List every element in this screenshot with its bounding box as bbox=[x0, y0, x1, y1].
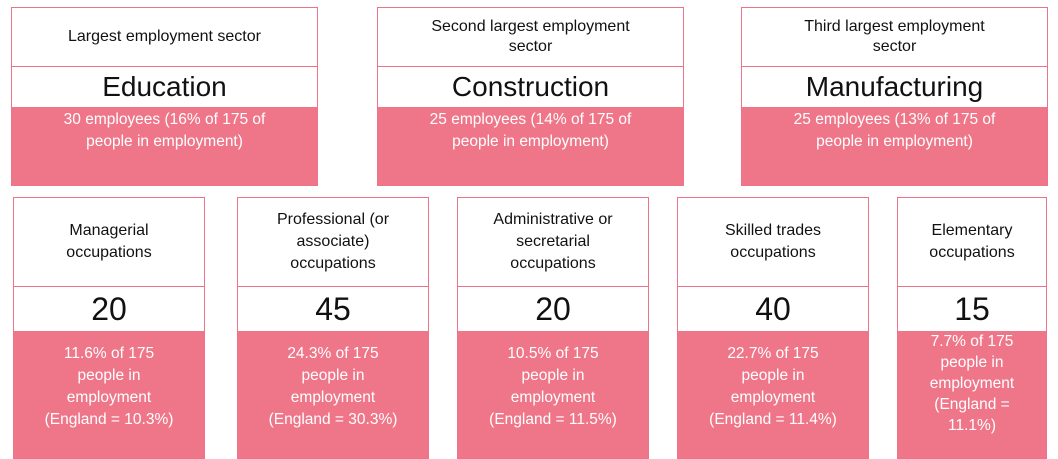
occupation-detail: 7.7% of 175 people in employment (England =… bbox=[898, 331, 1046, 458]
detail-line: people in bbox=[301, 367, 365, 384]
detail-line: (England = 11.5%) bbox=[489, 411, 617, 428]
detail-line: employment bbox=[66, 389, 152, 406]
label-line: sector bbox=[872, 38, 917, 55]
sector-name: Education bbox=[12, 66, 317, 107]
label-line: sector bbox=[508, 38, 553, 55]
label-line: occupations bbox=[290, 255, 376, 272]
sector-name: Manufacturing bbox=[742, 66, 1047, 107]
detail-line: 7.7% of 175 bbox=[930, 333, 1014, 350]
detail-line: people in employment) bbox=[452, 133, 609, 150]
occupation-card: Administrative or secretarial occupations 2… bbox=[457, 197, 649, 459]
occupation-label: Professional (or associate) occupations bbox=[238, 198, 428, 286]
occupation-count: 20 bbox=[458, 286, 648, 331]
occupation-label: Managerial occupations bbox=[14, 198, 204, 286]
sector-detail: 25 employees (13% of 175 of people in emp… bbox=[742, 107, 1047, 185]
label-line: Professional (or bbox=[276, 211, 390, 228]
occupation-card: Skilled trades occupations 40 22.7% of 175 p… bbox=[677, 197, 869, 459]
detail-line: people in bbox=[77, 367, 141, 384]
label-line: occupations bbox=[730, 244, 816, 261]
occupation-detail: 22.7% of 175 people in employment (England … bbox=[678, 331, 868, 458]
occupation-count: 20 bbox=[14, 286, 204, 331]
detail-line: 30 employees (16% of 175 of bbox=[63, 111, 266, 128]
sector-detail: 25 employees (14% of 175 of people in emp… bbox=[378, 107, 683, 185]
label-line: secretarial bbox=[516, 233, 590, 250]
sector-name: Construction bbox=[378, 66, 683, 107]
sector-label: Largest employment sector bbox=[12, 8, 317, 66]
label-line: Elementary bbox=[931, 222, 1013, 239]
detail-line: (England = 10.3%) bbox=[44, 411, 174, 428]
sector-detail: 30 employees (16% of 175 of people in emp… bbox=[12, 107, 317, 185]
label-line: Skilled trades bbox=[724, 222, 822, 239]
occupation-count: 40 bbox=[678, 286, 868, 331]
detail-line: people in employment) bbox=[86, 133, 243, 150]
detail-line: 22.7% of 175 bbox=[727, 345, 819, 362]
detail-line: 25 employees (14% of 175 of bbox=[429, 111, 632, 128]
detail-line: people in employment) bbox=[816, 133, 973, 150]
detail-line: 24.3% of 175 bbox=[287, 345, 379, 362]
sector-label: Second largest employment sector bbox=[378, 8, 683, 66]
occupation-count: 45 bbox=[238, 286, 428, 331]
label-line: Administrative or bbox=[493, 211, 613, 228]
detail-line: (England = bbox=[934, 396, 1010, 413]
detail-line: 25 employees (13% of 175 of bbox=[793, 111, 996, 128]
detail-line: people in bbox=[940, 354, 1004, 371]
detail-line: people in bbox=[741, 367, 805, 384]
occupation-detail: 24.3% of 175 people in employment (England … bbox=[238, 331, 428, 458]
occupation-detail: 11.6% of 175 people in employment (England … bbox=[14, 331, 204, 458]
detail-line: employment bbox=[290, 389, 376, 406]
label-line: Managerial bbox=[69, 222, 149, 239]
occupation-label: Skilled trades occupations bbox=[678, 198, 868, 286]
detail-line: 11.6% of 175 bbox=[63, 345, 155, 362]
label-line: Third largest employment bbox=[804, 18, 985, 35]
detail-line: employment bbox=[510, 389, 596, 406]
detail-line: 11.1%) bbox=[948, 417, 996, 434]
label-line: occupations bbox=[929, 244, 1015, 261]
detail-line: employment bbox=[929, 375, 1015, 392]
detail-line: employment bbox=[730, 389, 816, 406]
occupation-label: Elementary occupations bbox=[898, 198, 1046, 286]
detail-line: people in bbox=[521, 367, 585, 384]
detail-line: (England = 11.4%) bbox=[709, 411, 837, 428]
sector-card: Second largest employment sector Construct… bbox=[377, 7, 684, 186]
occupation-card: Elementary occupations 15 7.7% of 175 people… bbox=[897, 197, 1047, 459]
label-line: occupations bbox=[510, 255, 596, 272]
detail-line: 10.5% of 175 bbox=[507, 345, 599, 362]
occupation-label: Administrative or secretarial occupations bbox=[458, 198, 648, 286]
detail-line: (England = 30.3%) bbox=[268, 411, 398, 428]
label-line: associate) bbox=[296, 233, 370, 250]
label-line: Largest employment sector bbox=[68, 28, 261, 45]
occupation-detail: 10.5% of 175 people in employment (England … bbox=[458, 331, 648, 458]
occupation-card: Professional (or associate) occupations 45 2… bbox=[237, 197, 429, 459]
label-line: occupations bbox=[66, 244, 152, 261]
occupation-count: 15 bbox=[898, 286, 1046, 331]
occupation-card: Managerial occupations 20 11.6% of 175 peopl… bbox=[13, 197, 205, 459]
sector-card: Third largest employment sector Manufactur… bbox=[741, 7, 1048, 186]
label-line: Second largest employment bbox=[431, 18, 630, 35]
sector-card: Largest employment sector Education 30 emp… bbox=[11, 7, 318, 186]
sector-label: Third largest employment sector bbox=[742, 8, 1047, 66]
